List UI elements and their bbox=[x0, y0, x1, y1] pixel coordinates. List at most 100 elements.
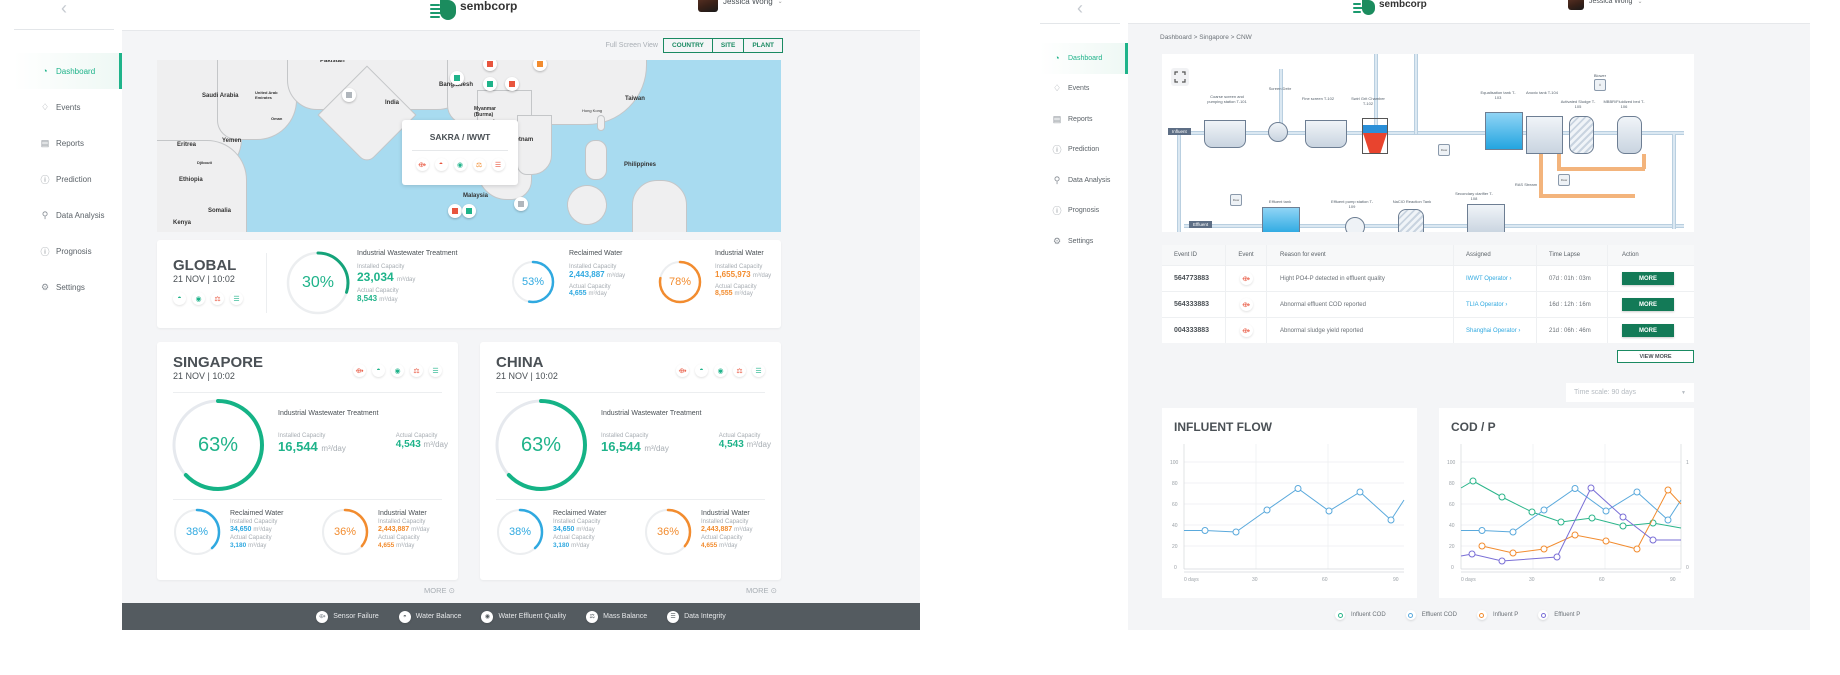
sidebar-item-events[interactable]: ♢ Events bbox=[1052, 83, 1090, 94]
cod-p-chart[interactable]: 0 20 40 60 80 100 0 days 30 60 90 1 0 bbox=[1439, 444, 1694, 594]
view-site-button[interactable]: SITE bbox=[713, 39, 745, 52]
sidebar-item-events[interactable]: ♢ Events bbox=[40, 101, 81, 112]
mbbr-tank[interactable] bbox=[1617, 116, 1642, 154]
water-balance-icon[interactable]: ◓ bbox=[173, 292, 186, 305]
site-pin-red[interactable] bbox=[483, 60, 497, 71]
effluent-pump[interactable] bbox=[1345, 217, 1365, 232]
water-balance-icon[interactable]: ◓ bbox=[434, 158, 448, 171]
assigned-link[interactable]: Shanghai Operator › bbox=[1454, 318, 1537, 343]
mass-balance-icon[interactable]: ⚖ bbox=[472, 158, 486, 171]
sidebar-item-prediction[interactable]: ⓘ Prediction bbox=[1052, 145, 1100, 156]
site-pin-grey[interactable] bbox=[342, 88, 356, 102]
collapse-sidebar-button[interactable]: ‹ bbox=[14, 0, 114, 30]
water-effluent-quality-icon[interactable]: ◉ bbox=[453, 158, 467, 171]
legend-influent-cod[interactable]: Influent COD bbox=[1335, 610, 1386, 620]
view-plant-button[interactable]: PLANT bbox=[752, 42, 774, 49]
time-scale-select[interactable]: Time scale: 90 days ▼ bbox=[1566, 383, 1694, 402]
sidebar-item-settings[interactable]: ⚙ Settings bbox=[40, 281, 85, 292]
table-header: Event ID Event Reason for event Assigned… bbox=[1162, 245, 1694, 265]
process-flow-diagram[interactable]: Influent Effluent Coarse screen and pump… bbox=[1162, 54, 1694, 232]
water-effluent-quality-icon[interactable]: ◉ bbox=[192, 292, 205, 305]
secondary-clarifier[interactable] bbox=[1467, 204, 1505, 232]
coarse-screen-tank[interactable] bbox=[1204, 120, 1246, 148]
fullscreen-icon[interactable] bbox=[1171, 68, 1189, 86]
equalisation-tank[interactable] bbox=[1485, 112, 1523, 150]
china-more-link[interactable]: MORE ⊙ bbox=[746, 586, 777, 595]
user-menu[interactable]: Jessica Wong ⌄ bbox=[1568, 0, 1642, 10]
more-button[interactable]: MORE bbox=[1622, 272, 1674, 285]
sidebar-item-dashboard[interactable]: ◔ Dashboard bbox=[14, 53, 122, 89]
sidebar: ‹ ◔ Dashboard ♢ Events ▤ Reports ⓘ Predictio… bbox=[14, 0, 122, 630]
swirl-grit-chamber[interactable] bbox=[1362, 118, 1388, 154]
site-pin-green[interactable] bbox=[450, 71, 464, 85]
legend-effluent-cod[interactable]: Effluent COD bbox=[1405, 610, 1457, 620]
site-pin-orange[interactable] bbox=[533, 60, 547, 71]
sidebar-item-prognosis[interactable]: ⓘ Prognosis bbox=[1052, 206, 1100, 217]
flow-meter[interactable]: Flow bbox=[1558, 174, 1570, 186]
sidebar-item-reports[interactable]: ▤ Reports bbox=[40, 137, 85, 148]
user-menu[interactable]: Jessica Wong ⌄ bbox=[698, 0, 783, 12]
more-button[interactable]: MORE bbox=[1622, 298, 1674, 311]
flow-meter[interactable]: Flow bbox=[1438, 144, 1450, 156]
sidebar-item-prediction[interactable]: ⓘ Prediction bbox=[40, 174, 92, 185]
collapse-sidebar-button[interactable]: ‹ bbox=[1040, 0, 1120, 24]
legend-influent-p[interactable]: Influent P bbox=[1476, 610, 1518, 620]
water-effluent-quality-icon[interactable]: ◉ bbox=[391, 364, 404, 377]
site-pin-green[interactable] bbox=[462, 204, 476, 218]
assigned-link[interactable]: TLIA Operator › bbox=[1454, 292, 1537, 317]
svg-text:90: 90 bbox=[1670, 577, 1676, 583]
sidebar-item-settings[interactable]: ⚙ Settings bbox=[1052, 235, 1094, 246]
svg-text:1: 1 bbox=[1686, 460, 1689, 466]
sidebar-item-data-analysis[interactable]: ⚲ Data Analysis bbox=[41, 209, 105, 220]
svg-text:0: 0 bbox=[1686, 565, 1689, 571]
sensor-failure-icon[interactable]: ⟴ bbox=[676, 364, 689, 377]
site-pin-red[interactable] bbox=[448, 204, 462, 218]
sidebar-nav: ◔ Dashboard ♢ Events ▤ Reports ⓘ Prediction … bbox=[14, 53, 122, 305]
data-integrity-icon[interactable]: ☰ bbox=[752, 364, 765, 377]
sidebar-item-reports[interactable]: ▤ Reports bbox=[1052, 113, 1093, 124]
water-effluent-quality-icon[interactable]: ◉ bbox=[714, 364, 727, 377]
mass-balance-icon[interactable]: ⚖ bbox=[733, 364, 746, 377]
water-balance-icon[interactable]: ◓ bbox=[695, 364, 708, 377]
sidebar-nav: ◔ Dashboard ♢ Events ▤ Reports ⓘ Prediction … bbox=[1040, 43, 1128, 257]
view-country-button[interactable]: COUNTRY bbox=[664, 39, 713, 52]
naclo-reaction-tank[interactable] bbox=[1398, 209, 1424, 232]
anoxic-tank[interactable] bbox=[1526, 116, 1563, 154]
influent-flow-chart[interactable]: 0 20 40 60 80 100 0 days 30 60 90 bbox=[1162, 444, 1417, 594]
sidebar-item-data-analysis[interactable]: ⚲ Data Analysis bbox=[1053, 174, 1111, 185]
legend-effluent-p[interactable]: Effluent P bbox=[1538, 610, 1580, 620]
breadcrumb[interactable]: Dashboard > Singapore > CNW bbox=[1160, 34, 1252, 41]
legend-sensor-failure: ⟴ Sensor Failure bbox=[316, 610, 379, 623]
blower-icon[interactable]: ⇕ bbox=[1594, 79, 1606, 91]
chevron-right-circle-icon: ⊙ bbox=[448, 586, 455, 595]
sensor-failure-icon[interactable]: ⟴ bbox=[353, 364, 366, 377]
sidebar-item-prognosis[interactable]: ⓘ Prognosis bbox=[40, 246, 92, 257]
events-table: Event ID Event Reason for event Assigned… bbox=[1162, 245, 1694, 343]
water-balance-icon[interactable]: ◓ bbox=[372, 364, 385, 377]
sidebar: ‹ ◔ Dashboard ♢ Events ▤ Reports ⓘ Predictio… bbox=[1040, 0, 1128, 630]
table-row: 564773883 ⟴ Hight PO4-P detected in effl… bbox=[1162, 265, 1694, 291]
site-pin-grey[interactable] bbox=[514, 197, 528, 211]
view-more-button[interactable]: VIEW MORE bbox=[1617, 350, 1694, 363]
data-integrity-icon[interactable]: ☰ bbox=[491, 158, 505, 171]
mass-balance-icon[interactable]: ⚖ bbox=[410, 364, 423, 377]
effluent-tank[interactable] bbox=[1262, 207, 1300, 232]
flow-meter[interactable]: Flow bbox=[1230, 194, 1242, 206]
data-integrity-icon[interactable]: ☰ bbox=[230, 292, 243, 305]
mass-balance-icon[interactable]: ⚖ bbox=[211, 292, 224, 305]
world-map[interactable]: Pakistan Saudi Arabia United Arab Emirate… bbox=[157, 60, 781, 232]
activated-sludge-tank[interactable] bbox=[1569, 116, 1594, 154]
more-button[interactable]: MORE bbox=[1622, 324, 1674, 337]
singapore-more-link[interactable]: MORE ⊙ bbox=[424, 586, 455, 595]
pump-icon[interactable] bbox=[1268, 122, 1288, 142]
site-pin-red[interactable] bbox=[505, 77, 519, 91]
full-screen-view-controls: Full Screen View COUNTRY SITE PLANT bbox=[606, 38, 783, 53]
legend-water-balance: ◓ Water Balance bbox=[398, 610, 461, 623]
site-pin-green[interactable] bbox=[483, 77, 497, 91]
fine-screen-tank[interactable] bbox=[1305, 120, 1347, 148]
sensor-failure-icon[interactable]: ⟴ bbox=[415, 158, 429, 171]
sidebar-item-dashboard[interactable]: ◔ Dashboard bbox=[1040, 43, 1128, 74]
data-integrity-icon[interactable]: ☰ bbox=[429, 364, 442, 377]
assigned-link[interactable]: IWWT Operator › bbox=[1454, 266, 1537, 291]
